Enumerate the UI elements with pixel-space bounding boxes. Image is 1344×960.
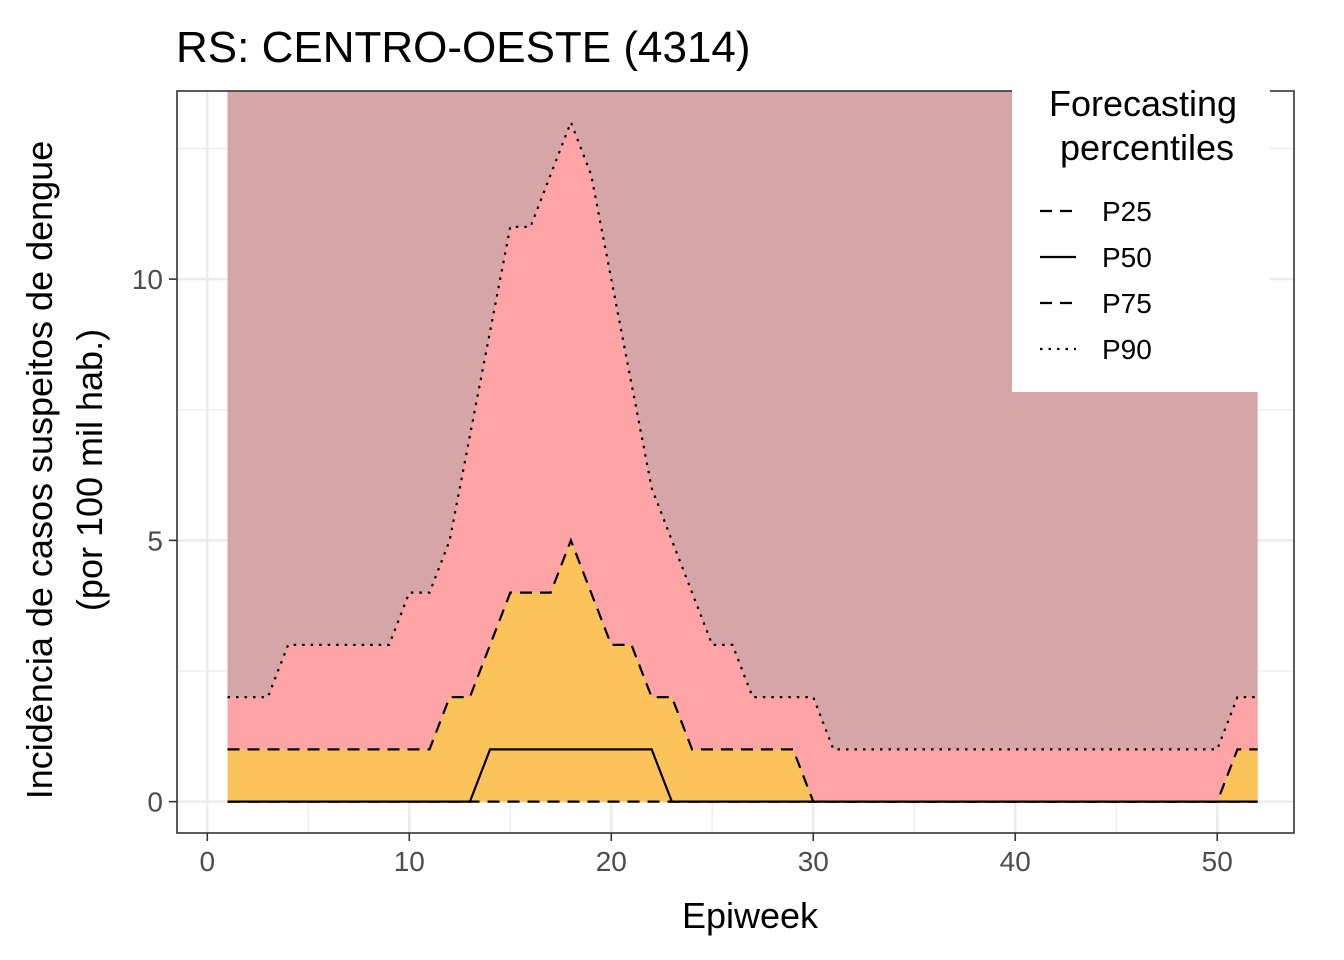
- series-line-p75: [227, 537, 1258, 803]
- band-p75-p90: [227, 122, 1258, 802]
- x-tick-label: 20: [596, 846, 627, 877]
- x-tick-label: 50: [1202, 846, 1233, 877]
- x-tick-label: 30: [798, 846, 829, 877]
- y-axis-title-line2: (por 100 mil hab.): [69, 329, 110, 611]
- x-tick-label: 0: [200, 846, 216, 877]
- panel-border: [176, 90, 1295, 834]
- x-tick-label: 40: [1000, 846, 1031, 877]
- y-tick-label: 10: [132, 264, 163, 295]
- x-axis: 0 10 20 30 40 50: [200, 833, 1233, 877]
- series-line-p90: [227, 119, 1258, 751]
- legend-title-line1: Forecasting: [1049, 83, 1237, 124]
- legend-label-p75: P75: [1102, 288, 1152, 319]
- x-axis-title: Epiweek: [682, 895, 819, 936]
- y-axis-title-line1: Incidência de casos suspeitos de dengue: [19, 141, 60, 799]
- percentile-lines: [227, 119, 1258, 803]
- y-tick-label: 0: [147, 787, 163, 818]
- band-p25-p75: [227, 540, 1258, 802]
- legend-label-p50: P50: [1102, 242, 1152, 273]
- y-axis: 0 5 10: [132, 264, 177, 818]
- legend-background: [1012, 78, 1270, 392]
- legend-label-p90: P90: [1102, 334, 1152, 365]
- y-tick-label: 5: [147, 525, 163, 556]
- legend: Forecasting percentiles P25 P50 P75 P90: [1012, 78, 1270, 392]
- legend-label-p25: P25: [1102, 196, 1152, 227]
- chart-title: RS: CENTRO-OESTE (4314): [176, 23, 751, 72]
- legend-title-line2: percentiles: [1060, 127, 1234, 168]
- x-tick-label: 10: [394, 846, 425, 877]
- percentile-bands: [227, 91, 1258, 802]
